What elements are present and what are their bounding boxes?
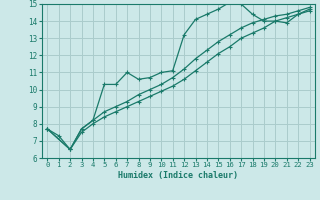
- X-axis label: Humidex (Indice chaleur): Humidex (Indice chaleur): [118, 171, 238, 180]
